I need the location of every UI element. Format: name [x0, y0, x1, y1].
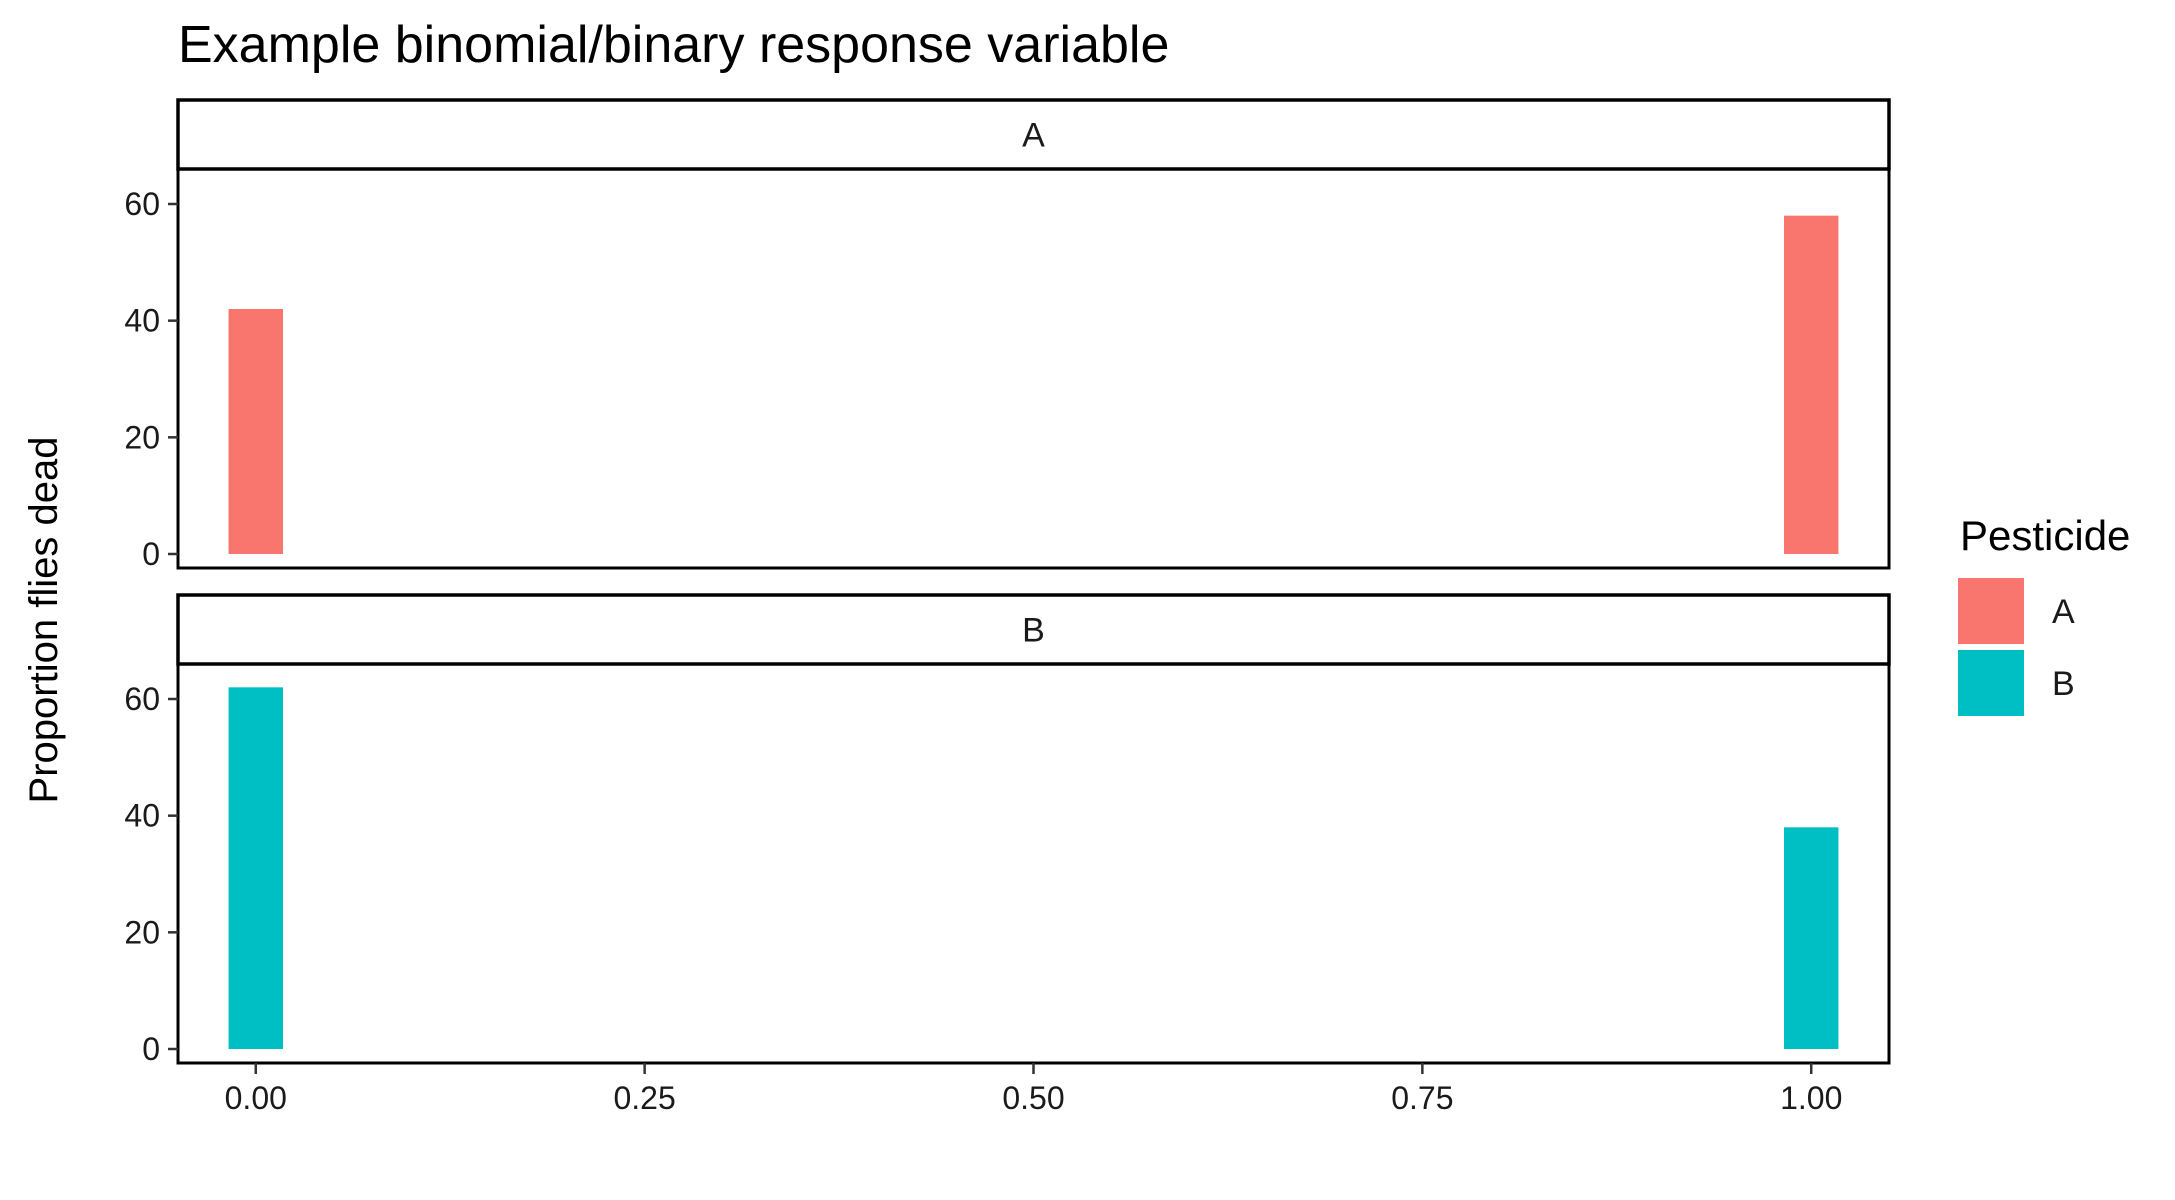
bar-B-1	[1784, 827, 1839, 1049]
facet-strip-label: B	[1022, 612, 1045, 650]
facet-strip	[176, 98, 1891, 171]
facet-panel-B: B 0 20 40 60	[124, 593, 1891, 1067]
facet-panels: A 0 20 40 60 B 0 20 40 60	[124, 98, 1891, 1067]
y-tick-label: 60	[124, 186, 160, 222]
x-tick-label: 0.25	[613, 1080, 675, 1116]
y-tick-label: 40	[124, 303, 160, 339]
bar-A-1	[1784, 215, 1839, 554]
legend-label-B: B	[2052, 665, 2075, 703]
y-tick-label: 0	[142, 1031, 160, 1067]
y-tick-label: 20	[124, 419, 160, 455]
legend-label-A: A	[2052, 593, 2075, 631]
y-tick-label: 20	[124, 914, 160, 950]
x-axis: 0.00 0.25 0.50 0.75 1.00	[225, 1063, 1842, 1116]
x-tick-label: 0.00	[225, 1080, 287, 1116]
x-tick-label: 1.00	[1780, 1080, 1842, 1116]
facet-strip-label: A	[1022, 117, 1045, 155]
y-tick-label: 60	[124, 681, 160, 717]
facet-panel-A: A 0 20 40 60	[124, 98, 1891, 572]
panel-border	[176, 167, 1891, 570]
x-tick-label: 0.75	[1391, 1080, 1453, 1116]
legend-key-B	[1958, 650, 2024, 716]
chart-title: Example binomial/binary response variabl…	[178, 16, 1169, 74]
y-axis-title: Proportion flies dead	[22, 437, 66, 804]
bar-A-0	[228, 309, 283, 554]
x-tick-label: 0.50	[1002, 1080, 1064, 1116]
panel-border	[176, 662, 1891, 1065]
y-tick-label: 40	[124, 798, 160, 834]
y-tick-label: 0	[142, 536, 160, 572]
legend: Pesticide AB	[1958, 512, 2130, 716]
bar-B-0	[228, 687, 283, 1049]
legend-key-A	[1958, 578, 2024, 644]
legend-title: Pesticide	[1960, 512, 2130, 559]
